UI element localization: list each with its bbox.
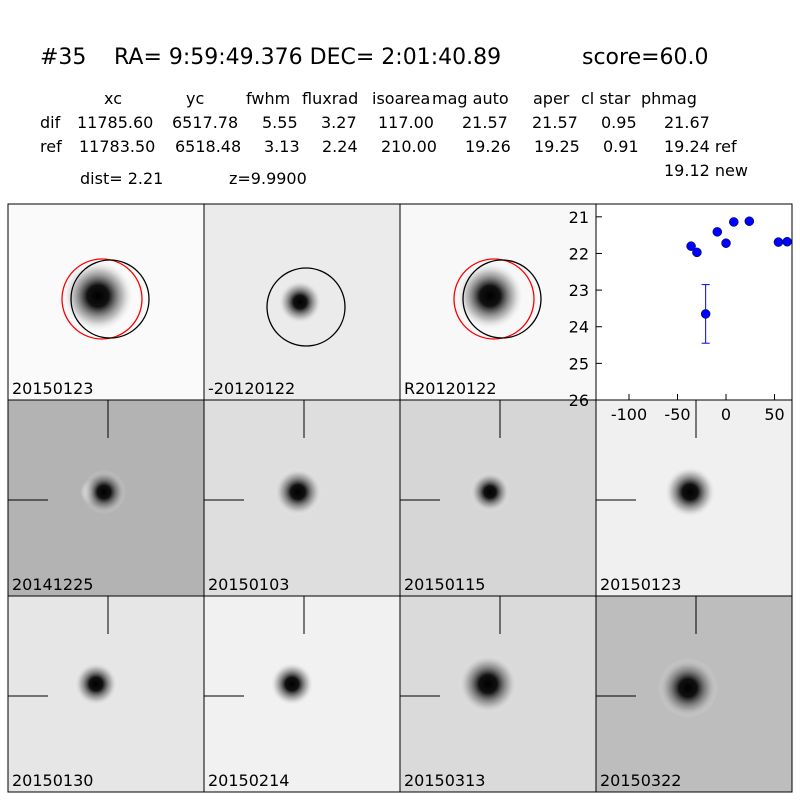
source [82, 470, 126, 514]
cell: 6518.48 [175, 137, 241, 156]
cell: 0.95 [601, 113, 637, 132]
panel-label: 20150123 [600, 575, 681, 594]
dist: dist= 2.21 [80, 169, 163, 188]
panel-label: 20150313 [404, 771, 485, 790]
point [721, 238, 731, 248]
column-header: yc [186, 89, 204, 108]
score: score=60.0 [582, 45, 709, 70]
cell: 2.24 [322, 137, 358, 156]
y-tick-label: 21 [569, 208, 589, 227]
point [729, 217, 739, 227]
x-tick-label: -50 [664, 405, 690, 424]
cell: 21.57 [532, 113, 578, 132]
ring-black [266, 267, 346, 347]
y-tick-label: 26 [569, 391, 589, 410]
source [74, 662, 118, 706]
ring-red [61, 258, 143, 340]
cell: 210.00 [381, 137, 437, 156]
y-tick-label: 23 [569, 281, 589, 300]
ring-red [453, 258, 535, 340]
cell: 6517.78 [172, 113, 238, 132]
column-header: fluxrad [302, 89, 358, 108]
point [686, 241, 696, 251]
point [700, 309, 711, 319]
panel-label: 20150103 [208, 575, 289, 594]
source [458, 654, 518, 714]
cell: ref [40, 137, 62, 156]
cell: 3.27 [321, 113, 357, 132]
column-header: mag auto [432, 89, 509, 108]
cell: 3.13 [264, 137, 300, 156]
panels: 20150123 -20120122 R20120122 20141225 201501… [7, 203, 793, 793]
ring-black [462, 259, 542, 339]
source [456, 262, 524, 330]
panel-label: 20150123 [12, 379, 93, 398]
cell: 21.67 [664, 113, 710, 132]
point [744, 216, 755, 226]
extra: 19.12 new [664, 161, 748, 180]
point [782, 236, 792, 247]
source [658, 658, 718, 718]
cell: 19.25 [534, 137, 580, 156]
chart: 21 22 23 24 25 26 -100 -50 0 50 [569, 203, 793, 424]
plot-bg [595, 203, 793, 401]
z: z=9.9900 [229, 169, 307, 188]
cell: 11783.50 [79, 137, 155, 156]
x-tick-label: -100 [611, 405, 647, 424]
column-header: cl star [581, 89, 631, 108]
source [278, 280, 322, 324]
source [270, 662, 314, 706]
source [274, 468, 322, 516]
column-header: fwhm [246, 89, 290, 108]
cell: 5.55 [262, 113, 298, 132]
y-tick-label: 25 [569, 354, 589, 373]
panel-label: 20141225 [12, 575, 93, 594]
coords: RA= 9:59:49.376 DEC= 2:01:40.89 [114, 45, 501, 70]
source [664, 466, 716, 518]
cell: 19.24 ref [664, 137, 737, 156]
id: #35 [40, 45, 86, 70]
cell: 117.00 [378, 113, 434, 132]
point [692, 247, 702, 258]
cell: 19.26 [465, 137, 511, 156]
x-tick-label: 0 [721, 405, 731, 424]
source [62, 260, 134, 332]
panel-label: -20120122 [208, 379, 295, 398]
cell: 21.57 [462, 113, 508, 132]
panel-label: 20150322 [600, 771, 681, 790]
source [470, 472, 510, 512]
x-tick-label: 50 [764, 405, 784, 424]
column-header: phmag [641, 89, 697, 108]
panel-label: 20150214 [208, 771, 289, 790]
y-tick-label: 22 [569, 244, 589, 263]
panel-label: 20150115 [404, 575, 485, 594]
cell: dif [40, 113, 61, 132]
column-header: xc [104, 89, 122, 108]
cell: 0.91 [603, 137, 639, 156]
point [773, 237, 784, 247]
column-header: isoarea [372, 89, 430, 108]
column-header: aper [533, 89, 570, 108]
point [712, 227, 723, 237]
panel-label: 20150130 [12, 771, 93, 790]
y-tick-label: 24 [569, 318, 589, 337]
panel-label: R20120122 [404, 379, 497, 398]
panel-border [595, 595, 793, 793]
cell: 11785.60 [77, 113, 153, 132]
ring-black [70, 259, 150, 339]
